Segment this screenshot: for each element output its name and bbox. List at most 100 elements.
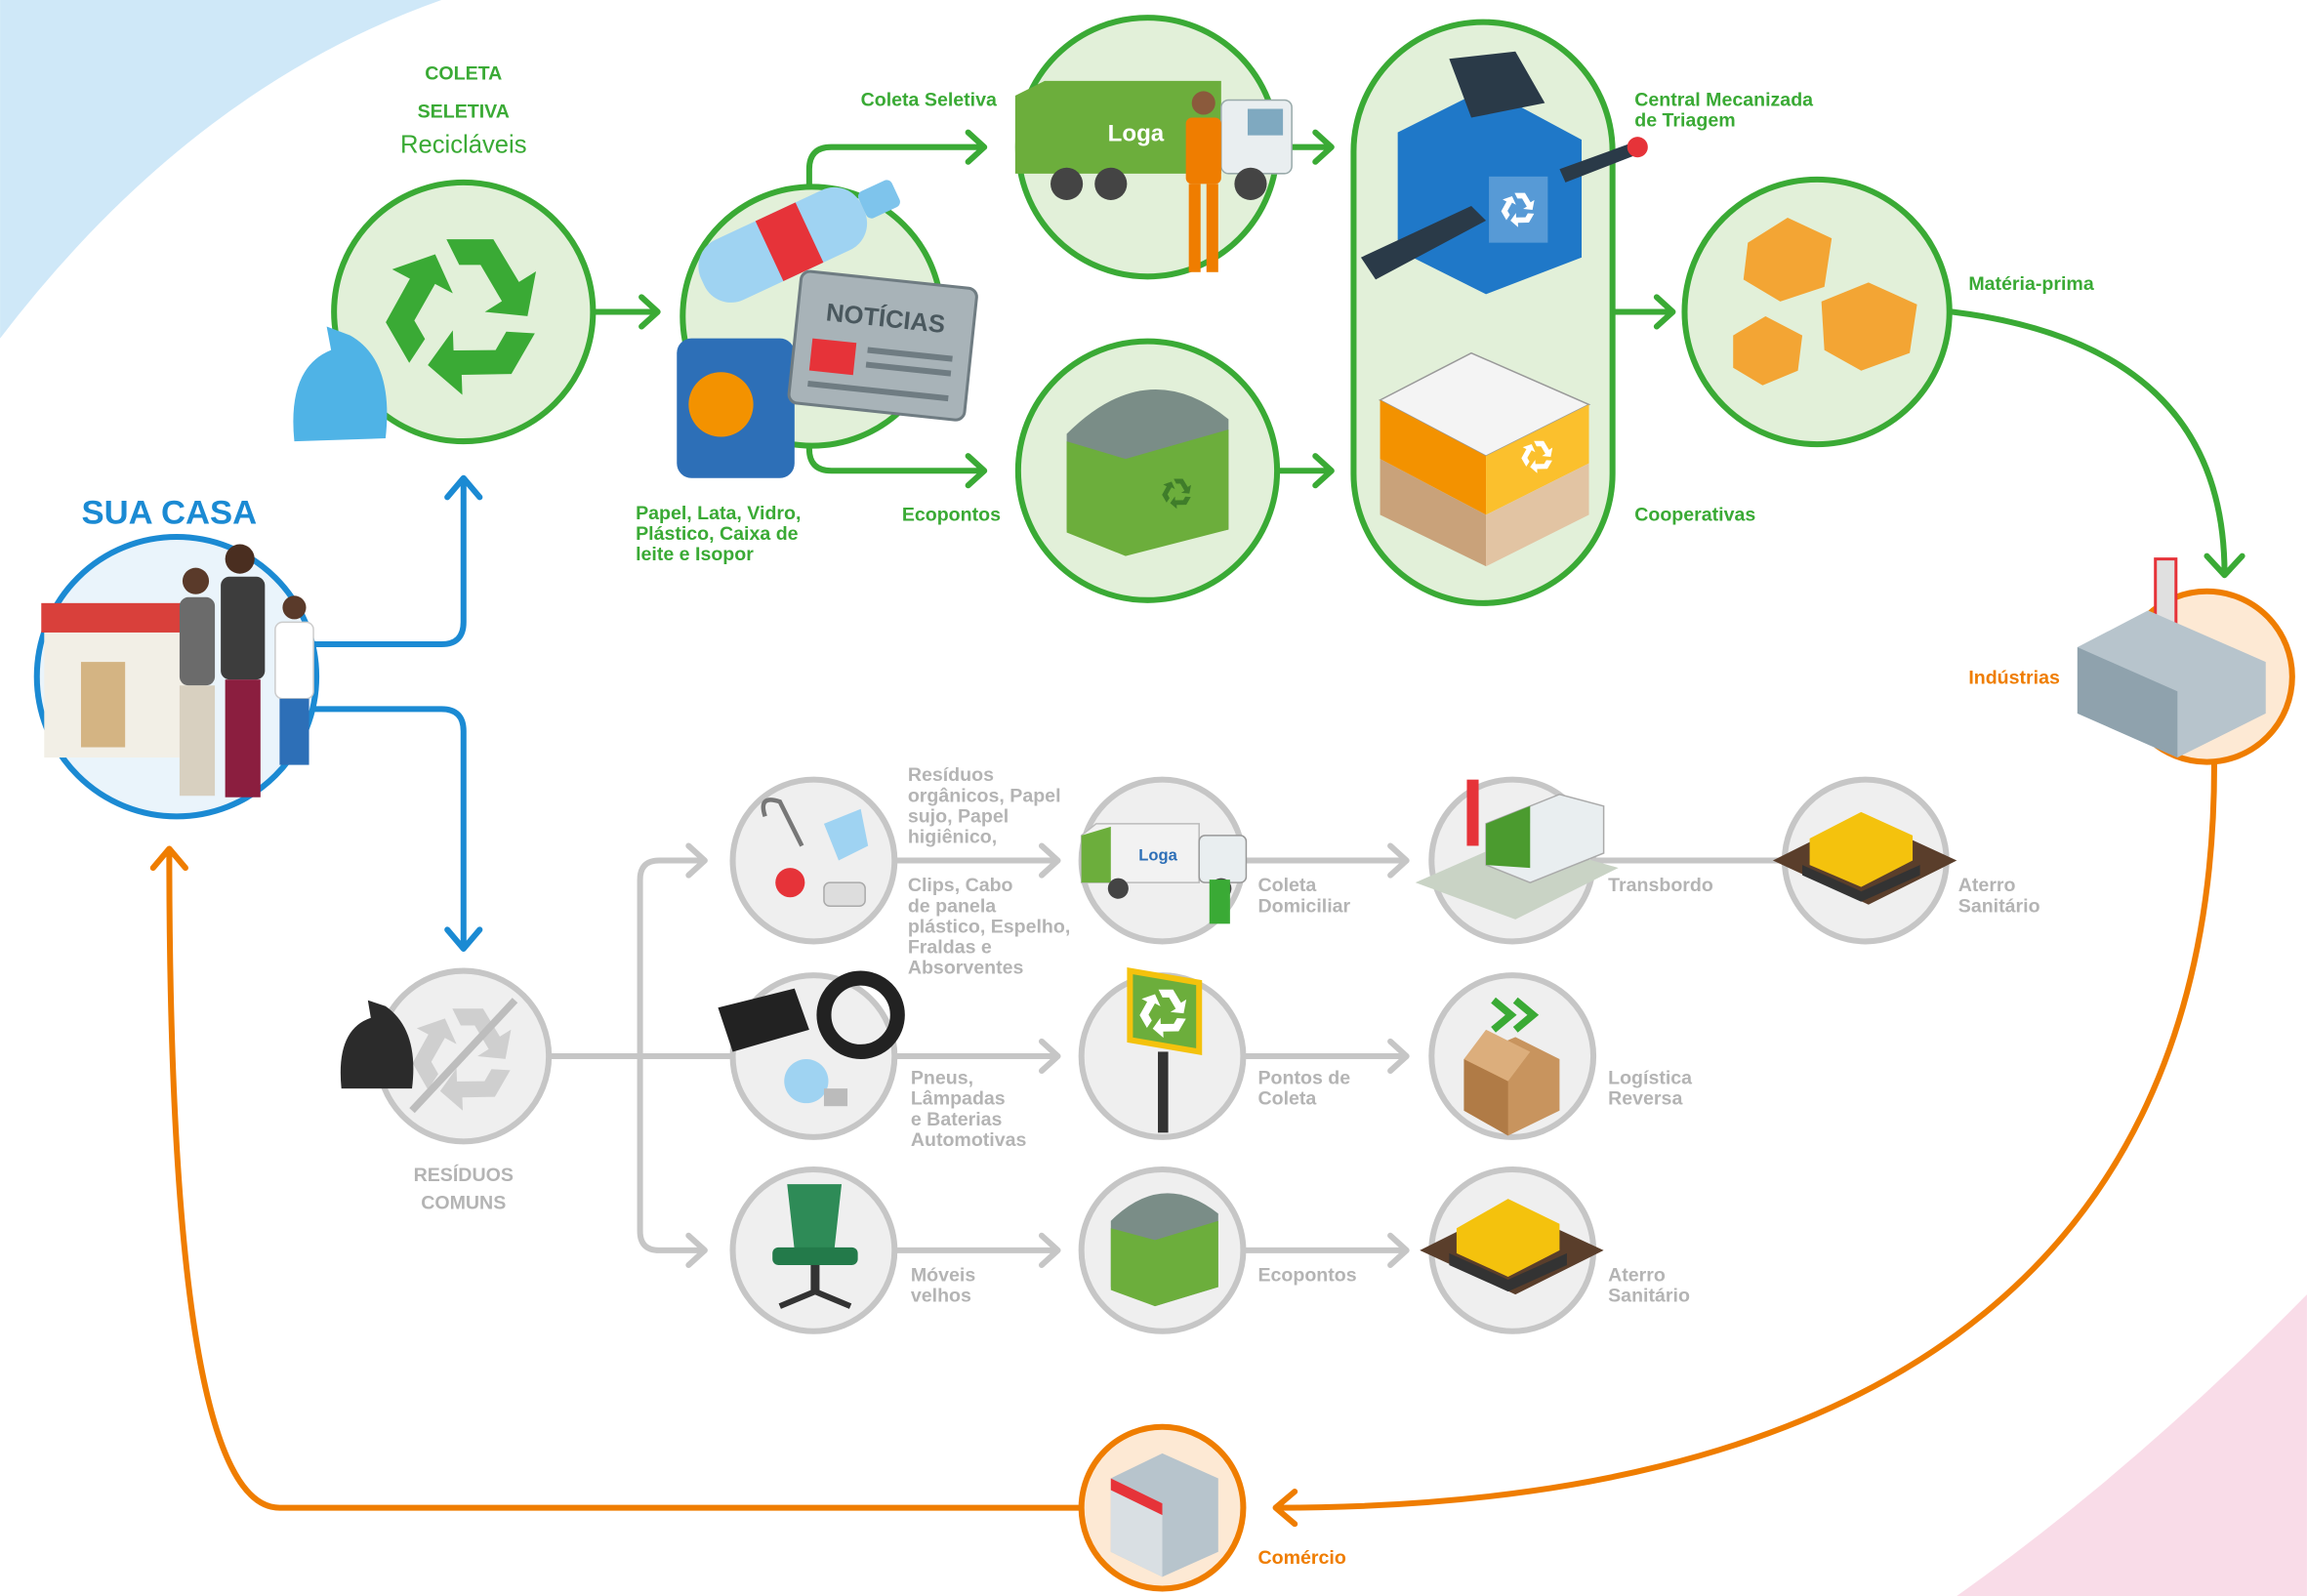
label: Pneus, Lâmpadas e Baterias Automotivas — [911, 1068, 1027, 1151]
label-line: Reversa — [1608, 1088, 1683, 1110]
arrow — [1241, 842, 1410, 879]
label-line: Fraldas e — [908, 936, 992, 958]
label-line: Aterro — [1608, 1265, 1666, 1287]
tracks — [1449, 1252, 1567, 1292]
worker-head — [1191, 91, 1215, 115]
label-line: Pneus, — [911, 1068, 973, 1089]
special-icons — [718, 970, 905, 1107]
family — [41, 544, 314, 798]
factory — [2077, 557, 2266, 758]
person-body — [221, 576, 266, 680]
arrow — [805, 129, 988, 194]
label-line: Logística — [1608, 1068, 1693, 1089]
label: Móveis velhos — [911, 1265, 975, 1307]
truck: Loga — [1014, 80, 1293, 272]
truck-cab — [1198, 835, 1248, 883]
arrow — [637, 842, 708, 1268]
label-line: Coleta — [1257, 875, 1317, 896]
label-line: de panela — [908, 895, 997, 917]
factory-side — [2077, 647, 2178, 758]
label-line: Central Mecanizada — [1634, 89, 1814, 110]
label-line: leite e Isopor — [636, 544, 754, 565]
bottle — [698, 180, 900, 303]
label-line: Aterro — [1958, 875, 2016, 896]
label-line: Resíduos — [908, 764, 994, 786]
truck-container — [1486, 805, 1531, 869]
label-line: orgânicos, Papel — [908, 785, 1061, 806]
chair-back — [787, 1184, 843, 1250]
label: Logística Reversa — [1608, 1068, 1693, 1110]
chair-post — [810, 1264, 820, 1295]
conveyor — [1559, 140, 1645, 183]
chimney — [1466, 779, 1479, 846]
label-line: velhos — [911, 1286, 971, 1307]
label-line: Coleta — [1257, 1088, 1317, 1110]
decor-blue — [0, 0, 442, 339]
heading-line: RESÍDUOS — [414, 1164, 514, 1186]
worker-leg — [1206, 184, 1218, 272]
container-small — [1110, 1193, 1218, 1307]
label: Coleta Domiciliar — [1257, 875, 1350, 917]
cube — [1821, 282, 1917, 371]
machine-hopper — [1449, 51, 1545, 118]
wheel — [1107, 878, 1129, 899]
sign-pole — [1158, 1051, 1169, 1133]
arrow — [1241, 1232, 1410, 1268]
arrow — [894, 842, 1061, 879]
black-bag — [340, 1000, 414, 1089]
label-line: higiênico, — [908, 826, 997, 847]
arrow — [1277, 453, 1335, 489]
worker-leg — [1188, 184, 1201, 272]
newspaper-line — [867, 347, 953, 362]
person-head — [225, 544, 255, 574]
strike — [409, 998, 518, 1114]
label-line: Papel, Lata, Vidro, — [636, 503, 801, 524]
person-head — [182, 567, 210, 594]
label: Indústrias — [1968, 668, 2060, 689]
waste-node — [729, 776, 898, 945]
base-right — [1486, 463, 1589, 567]
label: Clips, Cabo de panela plástico, Espelho, Fr… — [908, 875, 1070, 978]
cooperative-building — [1378, 351, 1591, 567]
chair-base — [778, 1288, 852, 1309]
house-wall — [44, 632, 207, 758]
truck-window — [1247, 108, 1284, 136]
tracks — [1802, 865, 1920, 902]
newspaper-line — [865, 361, 952, 377]
small-truck: Loga — [1080, 823, 1248, 924]
arrow — [593, 294, 661, 330]
chair — [772, 1184, 858, 1309]
label-line: de Triagem — [1634, 110, 1735, 132]
arrow — [894, 1232, 1061, 1268]
newspaper-photo — [808, 338, 857, 376]
newspaper-icon: NOTÍCIAS — [787, 269, 978, 422]
container-body — [1066, 430, 1229, 556]
wheel — [1234, 167, 1267, 200]
clip — [761, 798, 804, 847]
house-roof — [41, 602, 204, 633]
label: Transbordo — [1608, 875, 1713, 896]
base-left — [1380, 459, 1487, 567]
subheading: Recicláveis — [400, 132, 527, 159]
bulb — [784, 1058, 829, 1104]
sign — [1127, 966, 1203, 1133]
truck-body — [1014, 80, 1221, 174]
wheel — [1094, 167, 1128, 200]
person-dress — [179, 685, 216, 797]
arrow — [1949, 308, 2245, 579]
label-line: e Baterias — [911, 1109, 1003, 1130]
can-detail — [688, 372, 754, 437]
person-legs — [225, 679, 261, 798]
label-line: Domiciliar — [1257, 895, 1350, 917]
truck-logo: Loga — [1138, 846, 1177, 865]
newspaper-sheet — [787, 269, 978, 422]
transfer-station — [1415, 779, 1619, 920]
label: Coleta Seletiva — [861, 89, 998, 110]
tire — [816, 970, 905, 1059]
box-side — [1463, 1058, 1508, 1136]
battery — [718, 988, 809, 1052]
arrow — [306, 706, 483, 952]
label: Ecopontos — [902, 504, 1001, 525]
